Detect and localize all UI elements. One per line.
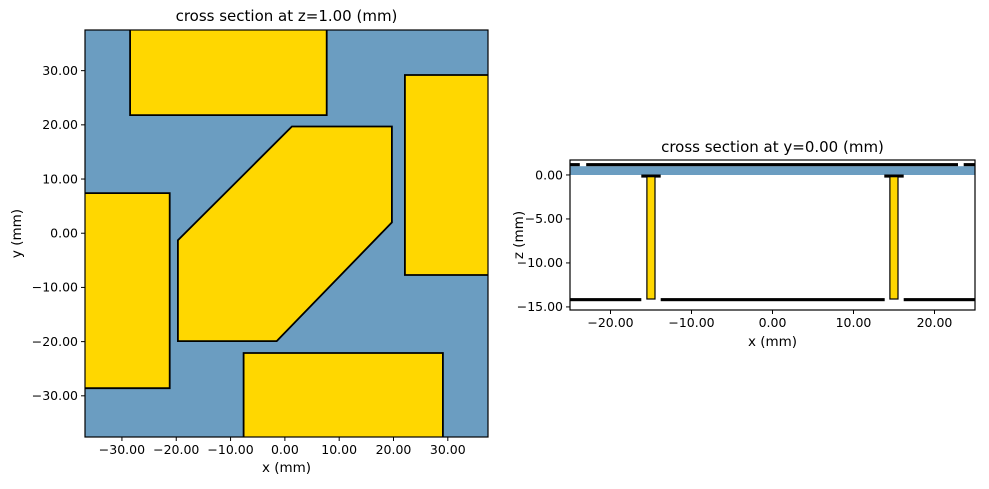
y-tick-label: −20.00: [32, 334, 78, 349]
y-tick-label: −10.00: [32, 280, 78, 295]
x-tick-label: −30.00: [99, 442, 145, 457]
x-tick-label: 10.00: [321, 442, 357, 457]
ground-plane-right: [903, 298, 975, 302]
plot-title: cross section at z=1.00 (mm): [176, 7, 398, 25]
top-conductor-right-stub: [963, 163, 975, 167]
y-tick-label: 10.00: [42, 171, 78, 186]
y-tick-label: −15.00: [517, 299, 563, 314]
substrate-band: [570, 166, 975, 175]
right-conductor-rect: [403, 74, 488, 276]
x-tick-label: 30.00: [430, 442, 466, 457]
xy-cross-section-svg: −30.00 −20.00 −10.00 0.00 10.00 20.00 30.00 −30…: [9, 7, 489, 476]
axes-background: [570, 160, 975, 310]
xz-cross-section-plot: −20.00 −10.00 0.00 10.00 20.00 0.00 −5.00 −10.0…: [510, 0, 989, 489]
top-conductor-main: [586, 163, 958, 167]
top-conductor-left-stub: [570, 163, 580, 167]
x-tick-label: −10.00: [207, 442, 253, 457]
plot-title: cross section at y=0.00 (mm): [661, 138, 884, 156]
y-axis-label: z (mm): [511, 211, 527, 259]
x-tick-label: 0.00: [271, 442, 299, 457]
left-conductor-rect: [85, 192, 171, 390]
x-tick-label: −20.00: [153, 442, 199, 457]
x-tick-label: 0.00: [759, 315, 787, 330]
right-via-pad: [884, 174, 904, 178]
x-tick-label: −10.00: [668, 315, 714, 330]
right-via: [889, 176, 899, 300]
y-tick-label: −5.00: [525, 211, 563, 226]
ground-plane-center: [660, 298, 885, 302]
top-conductor-rect: [129, 30, 328, 116]
x-tick-label: 20.00: [376, 442, 412, 457]
y-tick-label: 0.00: [50, 226, 78, 241]
xy-cross-section-plot: −30.00 −20.00 −10.00 0.00 10.00 20.00 30.00 −30…: [9, 7, 489, 476]
y-tick-label: 30.00: [42, 63, 78, 78]
x-axis-label: x (mm): [262, 460, 311, 476]
left-via-pad: [641, 174, 661, 178]
center-conductor-hexagon: [176, 125, 393, 343]
shapes-group: [570, 163, 975, 302]
y-tick-label: −10.00: [517, 255, 563, 270]
x-tick-label: −20.00: [587, 315, 633, 330]
shapes-group: [85, 30, 488, 437]
ground-plane-left: [570, 298, 642, 302]
y-axis-label: y (mm): [9, 209, 25, 258]
y-tick-label: 20.00: [42, 117, 78, 132]
x-tick-label: 10.00: [836, 315, 872, 330]
y-tick-label: −30.00: [32, 388, 78, 403]
y-tick-label: 0.00: [535, 167, 563, 182]
bottom-conductor-rect: [242, 352, 444, 437]
x-axis-label: x (mm): [748, 334, 797, 350]
x-tick-label: 20.00: [917, 315, 953, 330]
xz-cross-section-svg: −20.00 −10.00 0.00 10.00 20.00 0.00 −5.00 −10.0…: [511, 138, 976, 350]
left-via: [646, 176, 656, 300]
